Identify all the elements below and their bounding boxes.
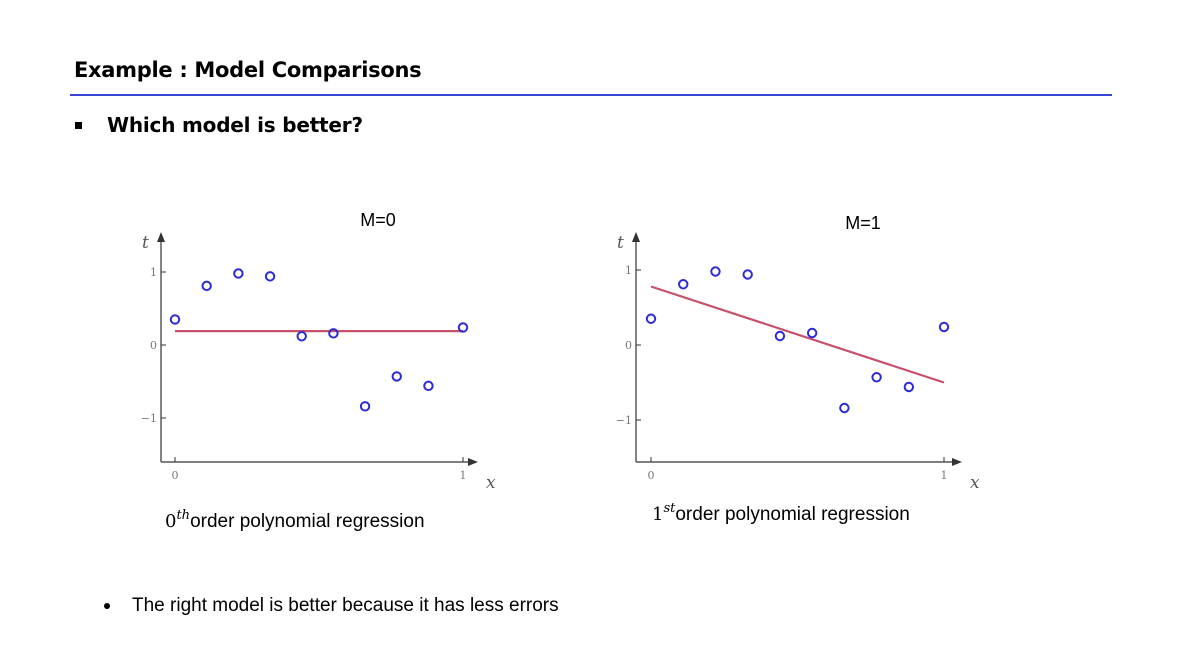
bullet-dot-icon <box>104 603 110 609</box>
caption-right: 1storder polynomial regression <box>652 501 910 526</box>
c1-data-point <box>806 327 818 339</box>
c1-y-tick-label: −1 <box>616 414 632 427</box>
c0-data-point <box>264 271 276 282</box>
c1-data-point <box>903 381 915 393</box>
c1-data-point <box>678 279 689 290</box>
c0-x-axis-label: x <box>486 473 496 493</box>
c0-y-tick-label: −1 <box>141 412 157 425</box>
c1-y-tick-label: 1 <box>625 264 632 277</box>
c0-data-point <box>359 401 371 412</box>
c0-y-tick-label: 1 <box>150 266 157 279</box>
c1-data-point <box>938 321 950 333</box>
c1-y-tick-label: 0 <box>625 339 632 352</box>
bullet-square-icon <box>75 122 82 129</box>
c0-y-axis-label: t <box>142 233 149 253</box>
caption-left-order: 0 <box>165 511 177 532</box>
c0-data-point <box>328 328 339 339</box>
c1-data-point <box>645 313 657 324</box>
conclusion-text: The right model is better because it has… <box>132 595 559 616</box>
caption-left: 0thorder polynomial regression <box>165 508 425 533</box>
c1-chart-title: M=1 <box>845 213 881 233</box>
caption-right-suffix: st <box>663 501 676 516</box>
question-text: Which model is better? <box>107 113 363 137</box>
c0-chart-title: M=0 <box>360 210 396 230</box>
c1-data-point <box>710 266 721 277</box>
c0-data-point <box>296 331 307 342</box>
c0-data-point <box>457 322 469 333</box>
c0-y-axis-arrow-icon <box>157 232 165 242</box>
c0-x-tick-label: 0 <box>172 469 179 482</box>
c1-data-point <box>742 269 753 280</box>
c1-y-axis-label: t <box>617 233 624 253</box>
c0-y-tick-label: 0 <box>150 339 157 352</box>
c1-y-axis-arrow-icon <box>632 232 640 242</box>
c0-data-point <box>391 371 402 382</box>
caption-right-order: 1 <box>652 504 664 525</box>
c1-data-point <box>871 372 882 383</box>
c1-x-axis-arrow-icon <box>952 458 962 466</box>
c1-fit-line <box>650 285 945 384</box>
c0-data-point <box>233 268 244 279</box>
c0-data-point <box>169 314 181 325</box>
c0-data-point <box>201 280 212 292</box>
c1-data-point <box>774 330 786 342</box>
caption-left-suffix: th <box>176 508 191 523</box>
caption-right-text: order polynomial regression <box>675 504 910 525</box>
c0-x-axis-arrow-icon <box>468 458 478 466</box>
c1-x-tick-label: 1 <box>941 469 948 482</box>
c0-data-point <box>423 380 434 392</box>
title-divider <box>70 94 1112 96</box>
c0-x-tick-label: 1 <box>460 469 467 482</box>
caption-left-text: order polynomial regression <box>190 511 425 532</box>
c1-x-tick-label: 0 <box>648 469 655 482</box>
slide-title: Example : Model Comparisons <box>74 58 422 82</box>
c1-x-axis-label: x <box>970 473 980 493</box>
c1-data-point <box>839 402 850 414</box>
